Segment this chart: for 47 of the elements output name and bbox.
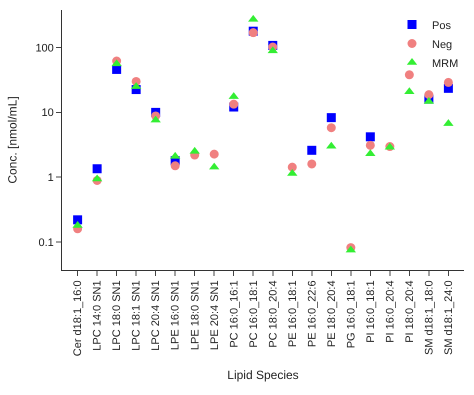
x-tick-label: PI 18:0_20:4 [404, 280, 416, 343]
x-tick-label: PI 16:0_20:4 [384, 280, 396, 343]
point [366, 132, 375, 142]
x-tick-label: PI 16:0_18:1 [364, 280, 377, 343]
x-tick-label: SM d18:1_18:0 [423, 280, 436, 356]
legend-label: MRM [432, 58, 458, 70]
x-tick-label: LPE 20:4 SN1 [208, 280, 221, 350]
x-tick-label: LPC 14:0 SN1 [92, 280, 104, 351]
y-tick-label: 0.1 [38, 236, 54, 249]
point [307, 159, 316, 168]
point [229, 100, 238, 109]
point [268, 46, 278, 54]
y-tick-label: 1 [48, 172, 54, 184]
point [190, 146, 200, 154]
legend-label: Neg [432, 38, 452, 51]
legend-label: Pos [432, 20, 452, 32]
point [92, 164, 102, 174]
point [288, 162, 297, 172]
point [444, 78, 453, 87]
x-tick-label: LPC 18:1 SN1 [130, 280, 143, 351]
x-tick-label: PC 18:0_20:4 [267, 280, 280, 348]
point [326, 123, 336, 132]
point [404, 70, 414, 80]
x-tick-label: SM d18:1_24:0 [442, 280, 455, 356]
x-tick-label: PE 16:0_22:6 [306, 280, 318, 348]
x-tick-label: LPC 18:0 SN1 [111, 280, 124, 351]
x-tick-label: LPE 18:0 SN1 [189, 280, 202, 350]
y-tick-label: 10 [42, 107, 54, 120]
point [424, 90, 434, 100]
x-tick-label: LPE 16:0 SN1 [170, 280, 182, 350]
x-tick-label: PG 16:0_18:1 [345, 280, 358, 348]
x-tick-label: Cer d18:1_16:0 [72, 280, 84, 356]
x-tick-label: PC 16:0_18:1 [248, 280, 260, 348]
x-tick-label: PE 18:0_20:4 [326, 280, 338, 348]
y-axis-title: Conc. [nmol/mL] [6, 96, 20, 184]
x-axis-title: Lipid Species [227, 368, 299, 382]
point [366, 140, 375, 150]
point [326, 142, 336, 149]
x-tick-label: PC 16:0_16:1 [228, 280, 240, 348]
point [210, 150, 219, 159]
point [307, 146, 316, 155]
point [170, 161, 180, 170]
x-tick-label: LPC 20:4 SN1 [150, 280, 162, 351]
x-tick-label: PE 16:0_18:1 [286, 280, 299, 348]
y-tick-label: 100 [35, 42, 54, 54]
point [326, 113, 336, 122]
point [248, 14, 258, 22]
